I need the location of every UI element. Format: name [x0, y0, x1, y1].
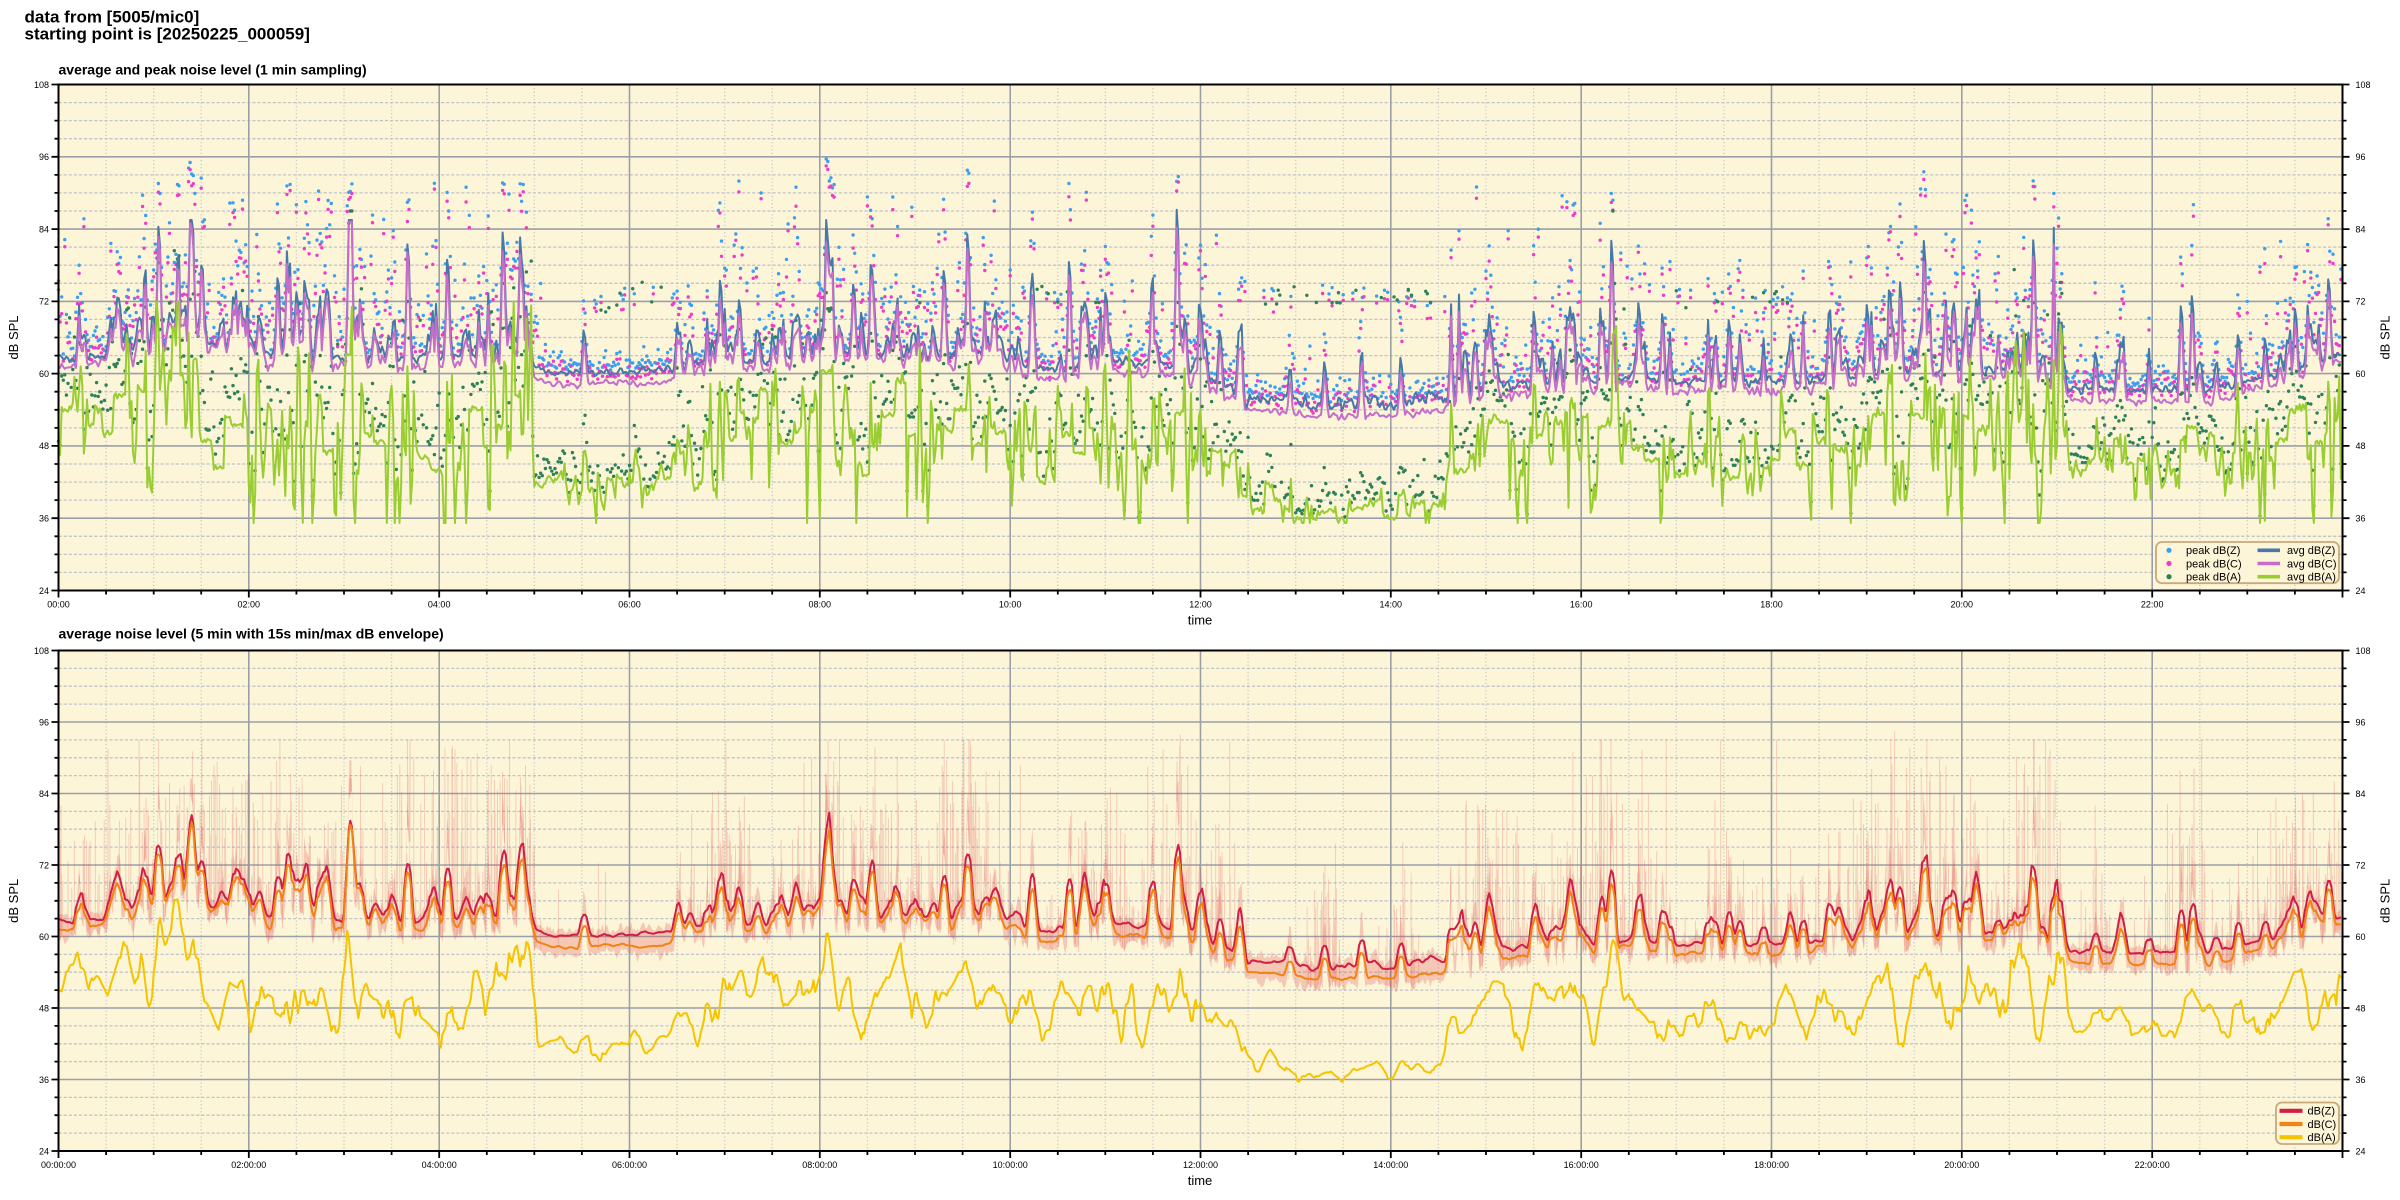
svg-text:24: 24 [2356, 586, 2366, 596]
svg-text:24: 24 [39, 1146, 49, 1156]
svg-text:dB SPL: dB SPL [6, 879, 21, 923]
svg-text:avg dB(Z): avg dB(Z) [2287, 545, 2335, 557]
svg-text:dB(Z): dB(Z) [2308, 1106, 2336, 1118]
svg-text:48: 48 [2356, 1003, 2366, 1013]
svg-text:84: 84 [2356, 789, 2366, 799]
svg-text:dB SPL: dB SPL [2378, 879, 2393, 923]
svg-text:20:00:00: 20:00:00 [1944, 1160, 1979, 1170]
svg-text:22:00: 22:00 [2141, 600, 2164, 610]
svg-text:72: 72 [2356, 860, 2366, 870]
svg-text:48: 48 [2356, 441, 2366, 451]
svg-text:08:00:00: 08:00:00 [802, 1160, 837, 1170]
svg-text:84: 84 [39, 789, 49, 799]
svg-text:108: 108 [2356, 80, 2371, 90]
svg-text:12:00:00: 12:00:00 [1183, 1160, 1218, 1170]
svg-text:60: 60 [2356, 369, 2366, 379]
svg-text:36: 36 [2356, 1075, 2366, 1085]
svg-text:96: 96 [2356, 717, 2366, 727]
svg-text:84: 84 [39, 224, 49, 234]
svg-text:108: 108 [34, 80, 49, 90]
svg-text:60: 60 [2356, 932, 2366, 942]
svg-text:96: 96 [39, 152, 49, 162]
svg-text:data from [5005/mic0]: data from [5005/mic0] [25, 8, 200, 27]
svg-text:peak dB(A): peak dB(A) [2186, 572, 2241, 584]
svg-text:dB(A): dB(A) [2308, 1132, 2336, 1144]
svg-text:72: 72 [2356, 297, 2366, 307]
svg-text:time: time [1188, 612, 1213, 627]
svg-text:avg dB(C): avg dB(C) [2287, 558, 2337, 570]
svg-text:02:00: 02:00 [238, 600, 261, 610]
svg-text:peak dB(Z): peak dB(Z) [2186, 545, 2240, 557]
svg-text:dB SPL: dB SPL [2378, 315, 2393, 359]
svg-text:dB(C): dB(C) [2308, 1119, 2337, 1131]
svg-text:10:00:00: 10:00:00 [993, 1160, 1028, 1170]
svg-text:36: 36 [39, 1075, 49, 1085]
svg-text:60: 60 [39, 369, 49, 379]
svg-text:16:00: 16:00 [1570, 600, 1593, 610]
svg-text:36: 36 [2356, 514, 2366, 524]
svg-text:36: 36 [39, 514, 49, 524]
svg-text:18:00: 18:00 [1760, 600, 1783, 610]
svg-text:96: 96 [39, 717, 49, 727]
svg-text:24: 24 [39, 586, 49, 596]
svg-text:02:00:00: 02:00:00 [231, 1160, 266, 1170]
svg-text:60: 60 [39, 932, 49, 942]
svg-text:108: 108 [34, 646, 49, 656]
svg-text:time: time [1188, 1173, 1213, 1188]
svg-text:starting point is [20250225_00: starting point is [20250225_000059] [25, 25, 310, 44]
svg-text:12:00: 12:00 [1189, 600, 1212, 610]
svg-text:average and peak noise level (: average and peak noise level (1 min samp… [59, 62, 367, 78]
svg-text:peak dB(C): peak dB(C) [2186, 558, 2242, 570]
svg-text:04:00:00: 04:00:00 [422, 1160, 457, 1170]
svg-text:24: 24 [2356, 1146, 2366, 1156]
svg-text:84: 84 [2356, 224, 2366, 234]
svg-text:20:00: 20:00 [1951, 600, 1974, 610]
svg-text:48: 48 [39, 1003, 49, 1013]
svg-text:14:00: 14:00 [1380, 600, 1403, 610]
svg-text:72: 72 [39, 860, 49, 870]
svg-text:10:00: 10:00 [999, 600, 1022, 610]
svg-text:22:00:00: 22:00:00 [2135, 1160, 2170, 1170]
svg-text:06:00:00: 06:00:00 [612, 1160, 647, 1170]
svg-text:14:00:00: 14:00:00 [1373, 1160, 1408, 1170]
svg-text:18:00:00: 18:00:00 [1754, 1160, 1789, 1170]
svg-text:avg dB(A): avg dB(A) [2287, 572, 2336, 584]
svg-text:16:00:00: 16:00:00 [1564, 1160, 1599, 1170]
svg-text:108: 108 [2356, 646, 2371, 656]
svg-text:00:00: 00:00 [47, 600, 70, 610]
svg-text:08:00: 08:00 [809, 600, 832, 610]
svg-text:72: 72 [39, 297, 49, 307]
svg-text:06:00: 06:00 [618, 600, 641, 610]
svg-text:average noise level (5 min wit: average noise level (5 min with 15s min/… [59, 626, 444, 642]
svg-text:04:00: 04:00 [428, 600, 451, 610]
svg-text:48: 48 [39, 441, 49, 451]
svg-text:96: 96 [2356, 152, 2366, 162]
svg-text:dB SPL: dB SPL [6, 315, 21, 359]
svg-text:00:00:00: 00:00:00 [41, 1160, 76, 1170]
